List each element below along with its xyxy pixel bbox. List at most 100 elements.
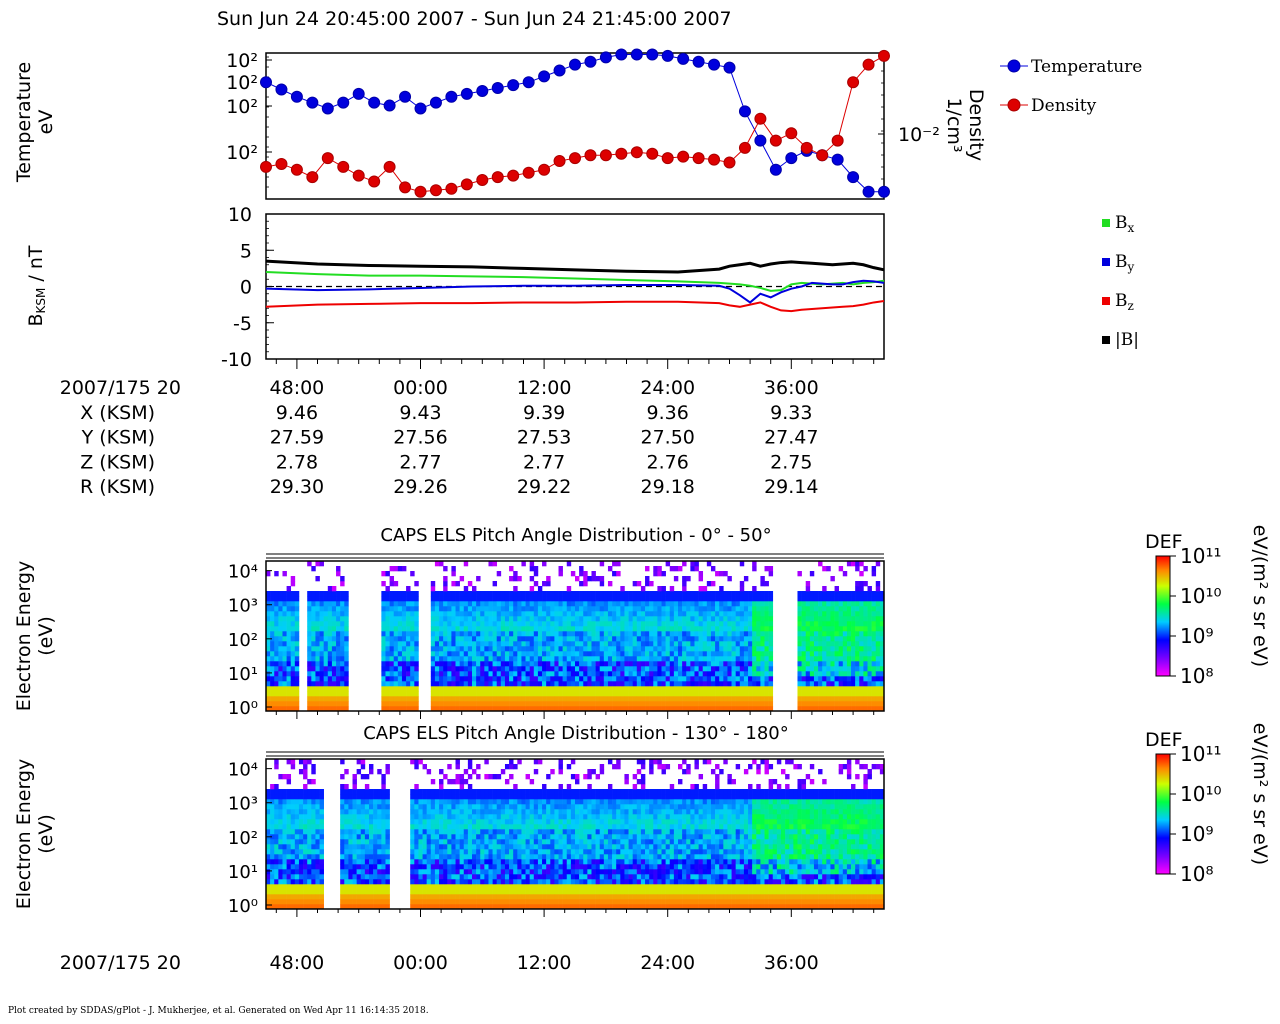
- spectrogram-cell: [653, 631, 658, 637]
- spectrogram-cell: [344, 869, 349, 875]
- spectrogram-cell: [434, 854, 440, 860]
- spectrogram-cell: [846, 706, 852, 712]
- spectrogram-cell: [266, 814, 271, 820]
- spectrogram-cell: [570, 656, 576, 662]
- spectrogram-cell: [455, 759, 460, 765]
- spectrogram-cell: [385, 646, 390, 652]
- spectrogram-cell: [607, 686, 613, 692]
- spectrogram-cell: [439, 681, 444, 687]
- spectrogram-cell: [327, 671, 333, 677]
- spectrogram-cell: [484, 606, 489, 612]
- spectrogram-cell: [467, 819, 473, 825]
- spectrogram-cell: [282, 794, 287, 800]
- spectrogram-cell: [575, 596, 580, 602]
- spectrogram-cell: [266, 904, 271, 910]
- spectrogram-cell: [735, 676, 741, 682]
- spectrogram-cell: [323, 636, 329, 642]
- spectrogram-cell: [282, 844, 287, 850]
- spectrogram-cell: [496, 686, 502, 692]
- point-temperature: [476, 84, 489, 97]
- point-density: [491, 171, 504, 184]
- spectrogram-cell: [286, 804, 292, 810]
- spectrogram-cell: [657, 651, 662, 657]
- spectrogram-cell: [476, 884, 481, 890]
- spectrogram-cell: [756, 591, 761, 597]
- spectrogram-cell: [496, 681, 502, 687]
- spectrogram-cell: [340, 676, 345, 682]
- spectrogram-cell: [768, 601, 774, 607]
- spectrogram-cell: [739, 606, 745, 612]
- spectrogram-cell: [863, 686, 868, 692]
- spectrogram-cell: [340, 774, 345, 780]
- point-density: [260, 160, 272, 173]
- spectrogram-cell: [344, 691, 349, 697]
- spectrogram-cell: [397, 566, 403, 572]
- spectrogram-cell: [467, 611, 473, 617]
- spectrogram-cell: [636, 641, 642, 647]
- spectrogram-cell: [867, 656, 872, 662]
- spectrogram-cell: [463, 874, 469, 880]
- spectrogram-cell: [278, 834, 283, 840]
- spectrogram-cell: [846, 641, 852, 647]
- spectrogram-cell: [739, 686, 745, 692]
- spectrogram-cell: [657, 706, 662, 712]
- spectrogram-cell: [290, 606, 296, 612]
- spectrogram-cell: [867, 676, 872, 682]
- spectrogram-cell: [348, 844, 353, 850]
- spectrogram-cell: [768, 611, 774, 617]
- spectrogram-cell: [875, 641, 881, 647]
- spectrogram-cell: [274, 631, 279, 637]
- spectrogram-cell: [682, 616, 687, 622]
- spectrogram-cell: [760, 651, 765, 657]
- colorbar-tick-label: 10⁸: [1180, 664, 1213, 688]
- spectrogram-cell: [327, 661, 333, 667]
- spectrogram-cell: [727, 696, 732, 702]
- spectrogram-cell: [550, 646, 555, 652]
- spectrogram-cell: [879, 696, 885, 702]
- spectrogram-cell: [472, 651, 477, 657]
- spectrogram-cell: [694, 601, 699, 607]
- spectrogram-cell: [690, 591, 695, 597]
- spectrogram-cell: [719, 626, 724, 632]
- spectrogram-cell: [723, 606, 728, 612]
- spectrogram-cell: [274, 839, 279, 845]
- spectrogram-cell: [286, 854, 292, 860]
- spectrogram-cell: [278, 666, 283, 672]
- spectrogram-cell: [290, 799, 296, 805]
- spectrogram-cell: [447, 819, 452, 825]
- spectrogram-cell: [739, 561, 745, 567]
- spectrogram-cell: [274, 784, 279, 790]
- spectrogram-cell: [307, 616, 312, 622]
- spectrogram-cell: [542, 646, 547, 652]
- spectrogram-cell: [455, 641, 460, 647]
- spectrogram-cell: [447, 676, 452, 682]
- spectrogram-cell: [846, 626, 852, 632]
- spectrogram-cell: [315, 621, 320, 627]
- spectrogram-cell: [447, 621, 452, 627]
- spectrogram-cell: [286, 681, 292, 687]
- spectrogram-cell: [331, 656, 337, 662]
- spectrogram-cell: [434, 631, 440, 637]
- spectrogram-cell: [476, 616, 481, 622]
- spectrogram-cell: [360, 834, 366, 840]
- point-density: [321, 152, 334, 165]
- spectrogram-cell: [439, 696, 444, 702]
- spectrogram-cell: [315, 696, 320, 702]
- spectrogram-cell: [455, 596, 460, 602]
- spectrogram-cell: [739, 696, 745, 702]
- spectrogram-cell: [298, 859, 304, 865]
- spectrogram-cell: [484, 691, 489, 697]
- spectrogram-cell: [500, 691, 506, 697]
- spectrogram-cell: [274, 804, 279, 810]
- spectrogram-cell: [558, 646, 563, 652]
- spectrogram-cell: [385, 606, 390, 612]
- spectrogram-cell: [855, 666, 860, 672]
- spectrogram-cell: [472, 631, 477, 637]
- spectrogram-cell: [550, 616, 555, 622]
- spectrogram-cell: [636, 591, 642, 597]
- spectrogram-cell: [517, 869, 522, 875]
- spectrogram-cell: [875, 656, 881, 662]
- spectrogram-cell: [537, 656, 543, 662]
- spectrogram-cell: [612, 561, 617, 567]
- spectrogram-cell: [410, 646, 415, 652]
